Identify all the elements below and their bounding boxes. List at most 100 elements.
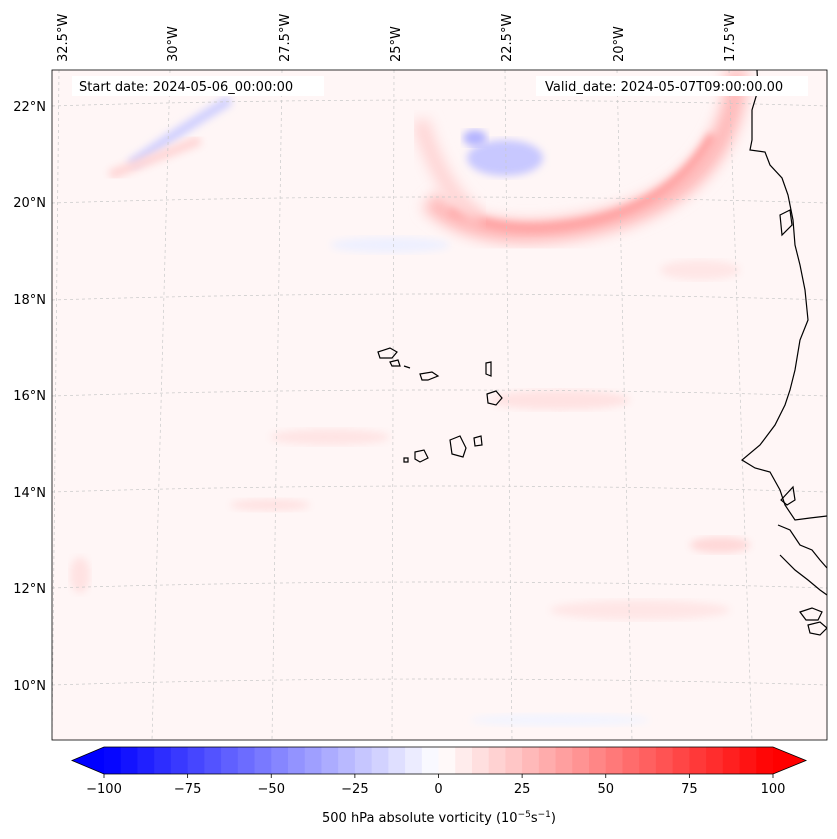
island — [377, 347, 398, 359]
parallel-line — [52, 389, 827, 397]
colorbar-extend-max — [773, 747, 806, 774]
colorbar-title: 500 hPa absolute vorticity (10−5s−1) — [322, 810, 556, 826]
colorbar-bin — [120, 747, 139, 774]
colorbar-title-exponent: −5 — [518, 810, 531, 820]
longitude-label: 22.5°W — [500, 14, 515, 62]
vorticity-negative-center — [467, 140, 543, 176]
parallel-line — [52, 678, 827, 686]
parallel-line — [52, 485, 827, 493]
coastline-detail — [780, 485, 796, 506]
vorticity-positive-streak — [108, 135, 202, 180]
start-date-box — [72, 76, 324, 96]
colorbar-bin — [137, 747, 155, 774]
colorbar-bin — [221, 747, 239, 774]
colorbar-bin — [438, 747, 456, 774]
colorbar-tick-label: −50 — [258, 782, 285, 797]
parallel-line — [52, 99, 827, 107]
colorbar-bin — [170, 747, 189, 774]
latitude-label: 20°N — [13, 196, 46, 211]
parallel-line — [52, 293, 827, 301]
map-panel: Start date: 2024-05-06_00:00:00 Valid_da… — [51, 69, 828, 741]
island — [414, 449, 429, 463]
coastline-detail — [807, 621, 827, 636]
colorbar-bin — [321, 747, 339, 774]
colorbar-bin — [505, 747, 523, 774]
colorbar-bin — [254, 747, 272, 774]
coastline-detail — [799, 607, 823, 621]
colorbar-bin — [672, 747, 690, 774]
coastline-detail — [779, 554, 827, 596]
colorbar-tick-label: 100 — [761, 782, 786, 797]
vorticity-band — [550, 600, 730, 620]
colorbar-tick-label: 25 — [514, 782, 531, 797]
vorticity-band — [270, 429, 390, 445]
parallel-line — [52, 196, 827, 204]
longitude-label: 27.5°W — [278, 14, 293, 62]
colorbar-bin — [287, 747, 306, 774]
colorbar-tick-label: −25 — [341, 782, 368, 797]
vorticity-negative-streak — [127, 95, 233, 170]
meridian-line — [151, 70, 171, 740]
colorbar-title-text: 500 hPa absolute vorticity (10 — [322, 811, 518, 826]
coastline-detail — [777, 524, 827, 569]
graticule — [52, 70, 827, 740]
colorbar-bin — [455, 747, 473, 774]
colorbar-bin — [304, 747, 323, 774]
colorbar-bin — [572, 747, 590, 774]
coastlines — [740, 70, 827, 636]
colorbar-tick-label: −75 — [174, 782, 201, 797]
colorbar-tick-label: 50 — [597, 782, 614, 797]
colorbar-bin — [371, 747, 389, 774]
colorbar-bin — [739, 747, 757, 774]
colorbar-bin — [154, 747, 172, 774]
colorbar-bin — [104, 747, 122, 774]
start-date-label: Start date: 2024-05-06_00:00:00 — [79, 80, 293, 95]
map-frame — [51, 69, 828, 741]
colorbar-bin — [204, 747, 222, 774]
vorticity-band — [660, 260, 740, 280]
island — [485, 361, 492, 377]
island — [389, 359, 401, 367]
island — [486, 390, 503, 406]
meridian-line — [728, 70, 753, 740]
meridian-line — [271, 70, 283, 740]
colorbar-bin — [488, 747, 507, 774]
vorticity-band-negative — [470, 714, 650, 726]
vorticity-band — [70, 557, 90, 593]
colorbar-title-unit: s — [531, 811, 538, 826]
colorbar-tick-label: 75 — [681, 782, 698, 797]
colorbar-bin — [605, 747, 624, 774]
colorbar-bin — [689, 747, 707, 774]
colorbar-bin — [706, 747, 724, 774]
longitude-label: 20°W — [612, 26, 627, 62]
colorbar-tick-label: −100 — [86, 782, 122, 797]
latitude-label: 18°N — [13, 293, 46, 308]
meridian-line — [504, 70, 513, 740]
longitude-label: 32.5°W — [56, 14, 71, 62]
vorticity-negative-core — [463, 130, 487, 146]
longitude-label: 17.5°W — [723, 14, 738, 62]
colorbar-extend-min — [72, 747, 104, 774]
colorbar-bin — [756, 747, 774, 774]
latitude-label: 22°N — [13, 100, 46, 115]
cape-verde-islands — [377, 347, 503, 463]
vorticity-field — [70, 70, 750, 726]
vorticity-band — [230, 499, 310, 511]
colorbar-bin — [722, 747, 741, 774]
latitude-label: 10°N — [13, 679, 46, 694]
longitude-label: 25°W — [389, 26, 404, 62]
island — [419, 371, 440, 381]
west-africa-coastline — [740, 70, 827, 521]
colorbar-bin — [589, 747, 607, 774]
colorbar-ticks: −100 −75 −50 −25 0 25 50 75 100 — [86, 774, 785, 797]
vorticity-arc-west — [412, 117, 485, 227]
valid-date-label: Valid_date: 2024-05-07T09:00:00.00 — [545, 80, 783, 95]
meridian-line — [52, 70, 60, 740]
colorbar-bin — [388, 747, 406, 774]
coastline-detail — [779, 209, 793, 237]
latitude-labels: 22°N 20°N 18°N 16°N 14°N 12°N 10°N — [13, 100, 46, 694]
parallel-line — [52, 581, 827, 589]
island — [403, 457, 409, 463]
